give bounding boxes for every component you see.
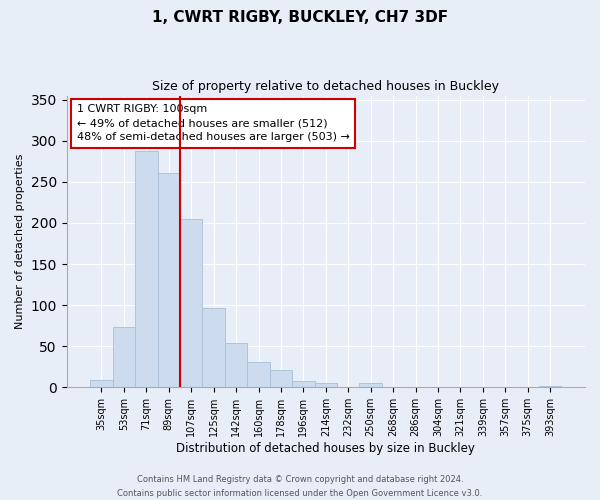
Bar — [135, 152, 158, 388]
Bar — [539, 386, 562, 388]
X-axis label: Distribution of detached houses by size in Buckley: Distribution of detached houses by size … — [176, 442, 475, 455]
Text: 1 CWRT RIGBY: 100sqm
← 49% of detached houses are smaller (512)
48% of semi-deta: 1 CWRT RIGBY: 100sqm ← 49% of detached h… — [77, 104, 350, 142]
Bar — [270, 370, 292, 388]
Title: Size of property relative to detached houses in Buckley: Size of property relative to detached ho… — [152, 80, 499, 93]
Bar — [202, 308, 225, 388]
Bar — [90, 380, 113, 388]
Bar — [247, 362, 270, 388]
Bar — [314, 383, 337, 388]
Text: 1, CWRT RIGBY, BUCKLEY, CH7 3DF: 1, CWRT RIGBY, BUCKLEY, CH7 3DF — [152, 10, 448, 25]
Bar — [292, 381, 314, 388]
Bar — [180, 219, 202, 388]
Y-axis label: Number of detached properties: Number of detached properties — [15, 154, 25, 329]
Bar — [113, 326, 135, 388]
Text: Contains HM Land Registry data © Crown copyright and database right 2024.
Contai: Contains HM Land Registry data © Crown c… — [118, 476, 482, 498]
Bar — [225, 343, 247, 388]
Bar — [158, 173, 180, 388]
Bar — [359, 383, 382, 388]
